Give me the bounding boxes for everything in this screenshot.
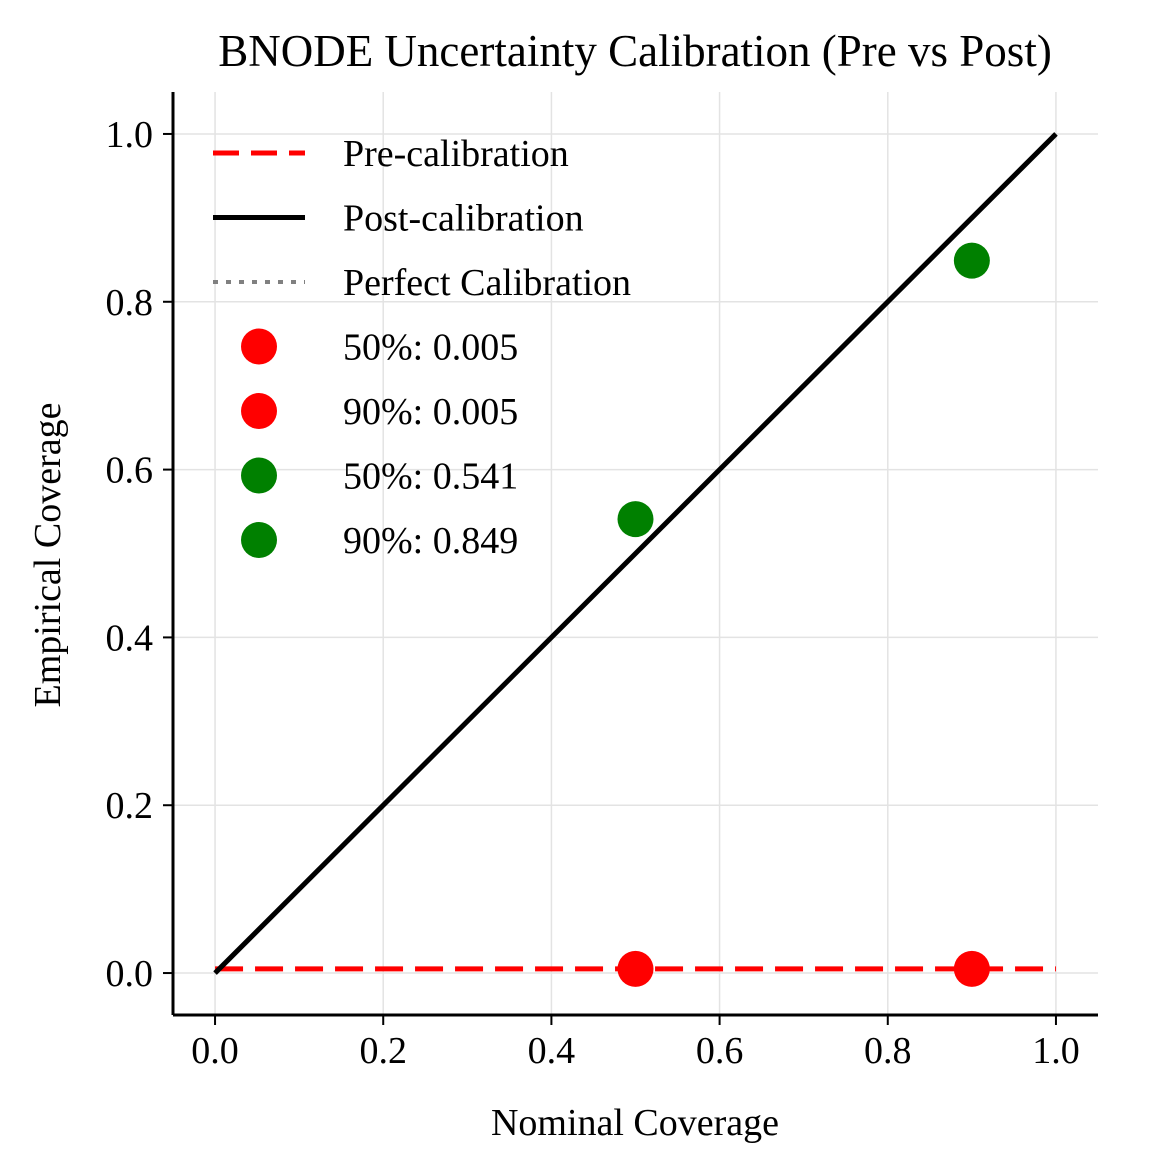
legend-label: Post-calibration xyxy=(343,198,584,240)
x-tick-label: 0.6 xyxy=(696,1030,744,1072)
y-tick-label: 0.2 xyxy=(106,785,154,827)
y-axis-title: Empirical Coverage xyxy=(27,403,69,708)
legend-label: Perfect Calibration xyxy=(343,262,631,304)
data-point xyxy=(617,950,654,987)
legend-point-swatch xyxy=(241,328,277,365)
chart-title: BNODE Uncertainty Calibration (Pre vs Po… xyxy=(218,26,1052,76)
y-tick-label: 0.6 xyxy=(106,450,154,492)
ticks: 0.0 0.2 0.4 0.6 0.8 1.0 0.0 0.2 0.4 0.6 0.8 1.0 xyxy=(106,114,1080,1072)
grid xyxy=(173,92,1098,1015)
legend-label: 50%: 0.005 xyxy=(343,327,518,369)
series-line-post-calibration xyxy=(213,132,1058,975)
data-point xyxy=(953,950,990,987)
axes xyxy=(171,92,1098,1017)
legend-label: 90%: 0.005 xyxy=(343,391,518,433)
y-tick-label: 0.8 xyxy=(106,282,154,324)
data-point xyxy=(953,242,990,279)
legend-label: 50%: 0.541 xyxy=(343,456,518,498)
x-tick-label: 0.8 xyxy=(864,1030,912,1072)
x-axis-title: Nominal Coverage xyxy=(491,1102,779,1144)
legend-point-swatch xyxy=(241,393,277,429)
legend-point-swatch xyxy=(241,522,277,558)
x-tick-label: 0.0 xyxy=(191,1030,239,1072)
y-tick-label: 0.0 xyxy=(106,953,154,995)
x-tick-label: 0.4 xyxy=(528,1030,576,1072)
legend-point-swatch xyxy=(241,457,277,494)
x-tick-label: 0.2 xyxy=(359,1030,407,1072)
legend-label: Pre-calibration xyxy=(343,133,569,175)
legend: Pre-calibration Post-calibration Perfect C… xyxy=(213,133,631,562)
x-tick-label: 1.0 xyxy=(1032,1030,1080,1072)
points-layer xyxy=(617,242,990,987)
y-tick-label: 0.4 xyxy=(106,617,154,659)
y-tick-label: 1.0 xyxy=(106,114,154,156)
legend-label: 90%: 0.849 xyxy=(343,520,518,562)
data-point xyxy=(617,501,654,538)
